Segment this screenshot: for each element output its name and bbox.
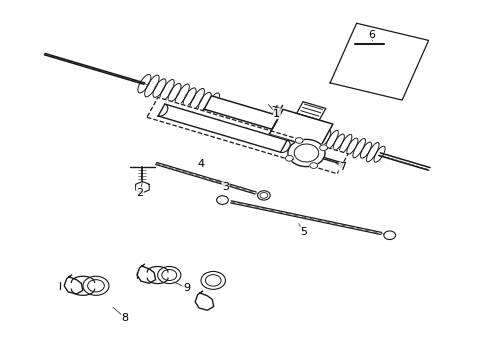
Polygon shape bbox=[147, 97, 348, 174]
Polygon shape bbox=[136, 181, 149, 193]
Circle shape bbox=[384, 231, 395, 239]
Text: 6: 6 bbox=[368, 30, 375, 40]
Circle shape bbox=[217, 196, 228, 204]
Polygon shape bbox=[310, 163, 318, 168]
Polygon shape bbox=[158, 104, 287, 152]
Polygon shape bbox=[288, 139, 325, 167]
Text: 1: 1 bbox=[273, 109, 280, 119]
Text: 4: 4 bbox=[197, 159, 205, 169]
Circle shape bbox=[158, 266, 181, 284]
Circle shape bbox=[83, 276, 109, 295]
Text: 5: 5 bbox=[300, 227, 307, 237]
Polygon shape bbox=[330, 23, 429, 100]
Text: 9: 9 bbox=[183, 283, 190, 293]
Text: 2: 2 bbox=[136, 188, 144, 198]
Text: 8: 8 bbox=[122, 313, 129, 323]
Polygon shape bbox=[270, 109, 333, 149]
Circle shape bbox=[201, 271, 225, 289]
Polygon shape bbox=[295, 138, 303, 143]
Circle shape bbox=[258, 191, 270, 200]
Text: 7: 7 bbox=[339, 162, 346, 172]
Text: 3: 3 bbox=[222, 182, 229, 192]
Polygon shape bbox=[204, 96, 279, 129]
Polygon shape bbox=[319, 145, 327, 150]
Polygon shape bbox=[286, 156, 293, 161]
